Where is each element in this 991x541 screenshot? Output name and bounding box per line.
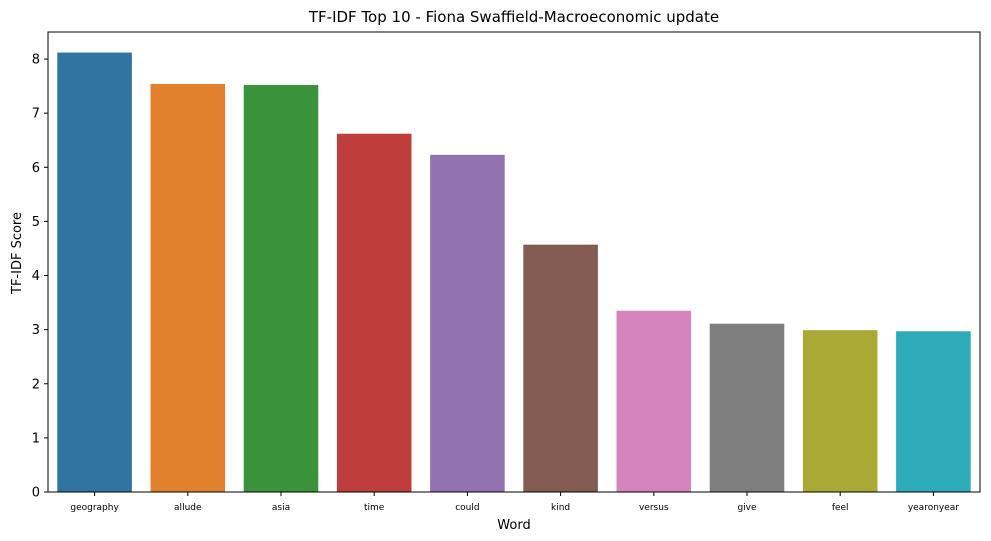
plot-frame bbox=[47, 31, 981, 493]
y-tick-label: 8 bbox=[32, 53, 40, 68]
y-tick-label: 2 bbox=[32, 377, 40, 392]
y-tick-label: 0 bbox=[32, 486, 40, 501]
bar-geography bbox=[57, 52, 132, 493]
y-tick-label: 3 bbox=[32, 323, 40, 338]
x-tick-label: geography bbox=[70, 503, 119, 513]
x-tick-label: allude bbox=[174, 503, 202, 513]
bar-kind bbox=[523, 244, 598, 492]
y-axis: 0 1 2 3 4 5 6 7 8 bbox=[32, 53, 48, 501]
bar-allude bbox=[150, 83, 226, 492]
y-axis-label: TF-IDF Score bbox=[10, 212, 25, 295]
x-axis: geography allude asia time could kind versus gi… bbox=[70, 492, 959, 513]
bar-time bbox=[336, 133, 412, 492]
bar-could bbox=[430, 154, 505, 493]
x-tick-label: feel bbox=[832, 503, 849, 513]
bar-versus bbox=[616, 310, 692, 492]
x-tick-label: kind bbox=[551, 503, 570, 513]
x-axis-label: Word bbox=[497, 518, 530, 533]
bars-layer bbox=[57, 52, 971, 493]
chart-title: TF-IDF Top 10 - Fiona Swaffield-Macroeco… bbox=[308, 8, 719, 26]
bar-yearonyear bbox=[896, 331, 971, 492]
x-tick-label: could bbox=[455, 503, 479, 513]
y-tick-label: 5 bbox=[32, 215, 40, 230]
y-tick-label: 6 bbox=[32, 161, 40, 176]
x-tick-label: yearonyear bbox=[908, 503, 959, 513]
x-tick-label: asia bbox=[272, 503, 290, 513]
x-tick-label: give bbox=[737, 503, 757, 513]
y-tick-label: 7 bbox=[32, 107, 40, 122]
bar-feel bbox=[802, 330, 878, 492]
x-tick-label: time bbox=[364, 503, 385, 513]
x-tick-label: versus bbox=[639, 503, 669, 513]
y-tick-label: 4 bbox=[32, 269, 40, 284]
y-tick-label: 1 bbox=[32, 431, 40, 446]
bar-give bbox=[709, 323, 785, 492]
bar-asia bbox=[243, 85, 319, 493]
